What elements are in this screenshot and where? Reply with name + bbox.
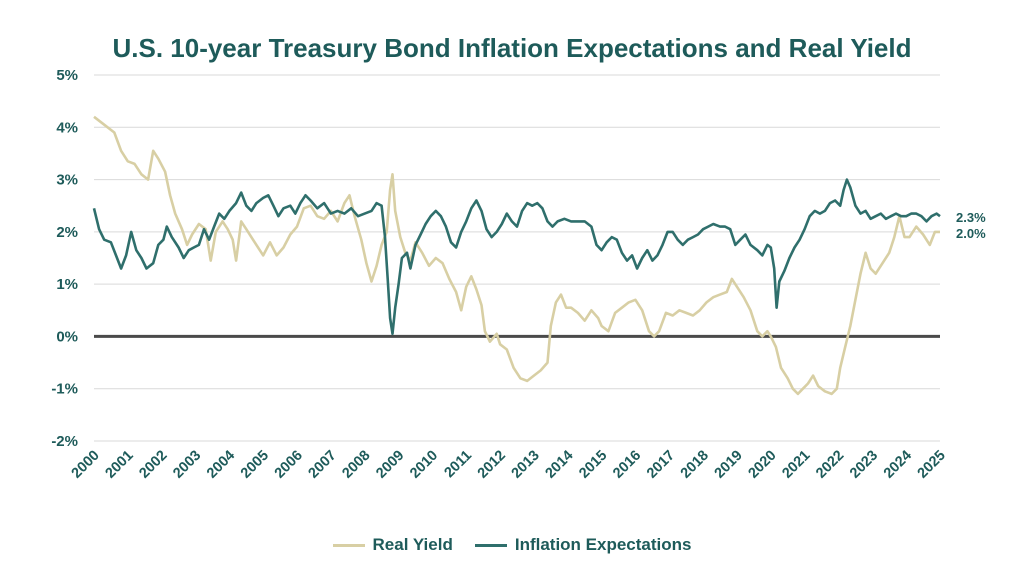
x-tick-label: 2008 <box>339 448 373 482</box>
y-tick-label: 1% <box>56 276 78 293</box>
grid-lines <box>94 74 940 442</box>
x-tick-label: 2020 <box>745 448 779 482</box>
x-tick-label: 2019 <box>712 448 746 482</box>
chart-title: U.S. 10-year Treasury Bond Inflation Exp… <box>112 33 912 63</box>
legend-item-real-yield: Real Yield <box>332 535 453 555</box>
legend-label-real-yield: Real Yield <box>372 535 453 554</box>
end-label-real-yield: 2.0% <box>956 226 986 241</box>
y-tick-label: -1% <box>51 381 78 398</box>
x-tick-label: 2004 <box>204 448 238 482</box>
x-tick-label: 2023 <box>847 448 881 482</box>
y-tick-label: -2% <box>51 433 78 450</box>
x-tick-label: 2011 <box>442 448 476 482</box>
y-tick-label: 0% <box>56 328 78 345</box>
legend: Real Yield Inflation Expectations <box>0 535 1024 555</box>
x-tick-label: 2009 <box>373 448 407 482</box>
x-tick-label: 2024 <box>881 448 915 482</box>
legend-swatch-inflation-expectations <box>474 543 507 547</box>
y-axis-ticks: 5% 4% 3% 2% 1% 0% -1% -2% <box>51 67 78 450</box>
x-tick-label: 2006 <box>272 448 306 482</box>
legend-swatch-real-yield <box>332 543 365 547</box>
y-tick-label: 2% <box>56 224 78 241</box>
x-tick-label: 2015 <box>576 448 610 482</box>
x-tick-label: 2007 <box>306 448 340 482</box>
legend-item-inflation-expectations: Inflation Expectations <box>474 535 692 555</box>
x-tick-label: 2021 <box>779 448 813 482</box>
x-tick-label: 2014 <box>542 448 576 482</box>
y-tick-label: 5% <box>56 67 78 84</box>
x-tick-label: 2003 <box>170 448 204 482</box>
x-tick-label: 2018 <box>678 448 712 482</box>
series-line-real-yield <box>93 115 940 396</box>
x-tick-label: 2022 <box>813 448 847 482</box>
x-tick-label: 2017 <box>644 448 678 482</box>
y-tick-label: 4% <box>56 119 78 136</box>
x-tick-label: 2002 <box>136 448 170 482</box>
x-tick-label: 2012 <box>475 448 509 482</box>
x-tick-label: 2013 <box>509 448 543 482</box>
series-line-inflation-expectations <box>92 178 941 336</box>
end-label-inflation-expectations: 2.3% <box>956 210 986 225</box>
x-tick-label: 2010 <box>407 448 441 482</box>
series-lines <box>92 115 941 396</box>
x-axis-ticks: 2000 2001 2002 2003 2004 2005 2006 2007 2008 2009… <box>69 448 949 482</box>
x-tick-label: 2000 <box>69 448 103 482</box>
x-tick-label: 2025 <box>915 448 949 482</box>
y-tick-label: 3% <box>56 172 78 189</box>
x-tick-label: 2005 <box>238 448 272 482</box>
end-labels: 2.3%2.0% <box>956 210 986 241</box>
x-tick-label: 2016 <box>610 448 644 482</box>
x-tick-label: 2001 <box>103 448 137 482</box>
legend-label-inflation-expectations: Inflation Expectations <box>514 535 692 554</box>
